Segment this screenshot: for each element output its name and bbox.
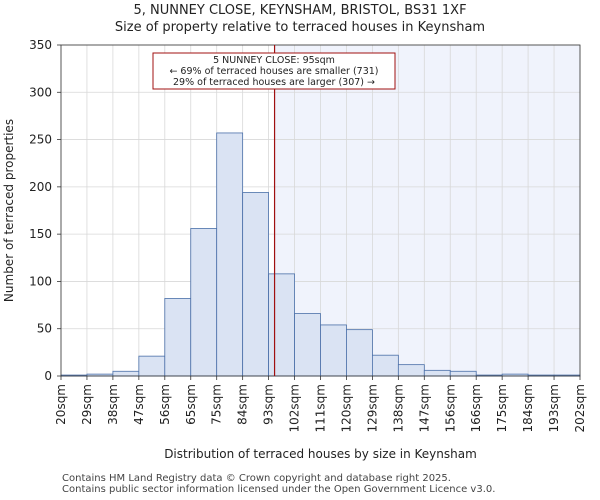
footer: Contains HM Land Registry data © Crown c… [62,473,495,495]
bar-111sqm [320,324,347,377]
bar-102sqm [294,313,321,377]
x-tick-label: 202sqm [573,384,587,432]
y-tick-label: 0 [44,369,52,383]
y-tick-label: 300 [29,85,52,99]
footer-line-2: Contains public sector information licen… [62,484,496,495]
annotation-line-3: 29% of terraced houses are larger (307) … [173,77,375,88]
chart-title: 5, NUNNEY CLOSE, KEYNSHAM, BRISTOL, BS31… [133,3,467,18]
bar-47sqm [138,355,166,377]
annotation-box: 5 NUNNEY CLOSE: 95sqm ← 69% of terraced … [152,52,396,90]
x-axis-ticks: 20sqm 29sqm 38sqm 47sqm 56sqm 65sqm 75sqm 84sqm… [54,376,587,432]
bar-156sqm [449,370,477,377]
x-tick-label: 129sqm [365,384,379,432]
bar-84sqm [242,192,269,377]
annotation-line-2: ← 69% of terraced houses are smaller (73… [169,66,378,77]
bar-75sqm [216,132,244,377]
plot-frame [60,44,581,377]
x-tick-label: 193sqm [547,384,561,432]
x-tick-label: 147sqm [417,384,431,432]
x-tick-label: 65sqm [184,384,198,425]
bar-56sqm [164,298,192,377]
x-tick-label: 84sqm [236,384,250,425]
bar-65sqm [190,228,218,377]
highlight-region [274,45,580,376]
x-tick-label: 138sqm [391,384,405,432]
x-tick-label: 20sqm [54,384,68,425]
y-tick-label: 350 [29,38,52,52]
y-axis-label: Number of terraced properties [2,119,16,302]
chart-title-block: 5, NUNNEY CLOSE, KEYNSHAM, BRISTOL, BS31… [0,2,600,36]
bar-38sqm [112,370,140,377]
x-tick-label: 175sqm [495,384,509,432]
bar-138sqm [397,364,425,377]
x-tick-label: 102sqm [288,384,302,432]
y-tick-label: 150 [29,227,52,241]
x-tick-label: 184sqm [521,384,535,432]
x-tick-label: 120sqm [339,384,353,432]
x-tick-label: 29sqm [80,384,94,425]
x-tick-label: 111sqm [314,384,328,432]
y-tick-label: 100 [29,274,52,288]
x-axis-label: Distribution of terraced houses by size … [164,447,477,461]
y-tick-label: 50 [37,322,52,336]
bar-147sqm [423,369,451,377]
footer-line-1: Contains HM Land Registry data © Crown c… [62,473,451,484]
x-tick-label: 38sqm [106,384,120,425]
bar-120sqm [346,329,373,377]
x-tick-label: 156sqm [443,384,457,432]
x-tick-label: 166sqm [469,384,483,432]
x-tick-label: 93sqm [262,384,276,425]
y-tick-label: 250 [29,133,52,147]
chart-subtitle: Size of property relative to terraced ho… [114,20,486,35]
x-tick-label: 56sqm [158,384,172,425]
y-axis-ticks: 0 50 100 150 200 250 300 350 [29,38,61,383]
annotation-line-1: 5 NUNNEY CLOSE: 95sqm [213,55,335,66]
bar-93sqm [268,273,295,377]
y-tick-label: 200 [29,180,52,194]
bar-129sqm [371,354,399,377]
x-tick-label: 47sqm [132,384,146,425]
x-tick-label: 75sqm [210,384,224,425]
